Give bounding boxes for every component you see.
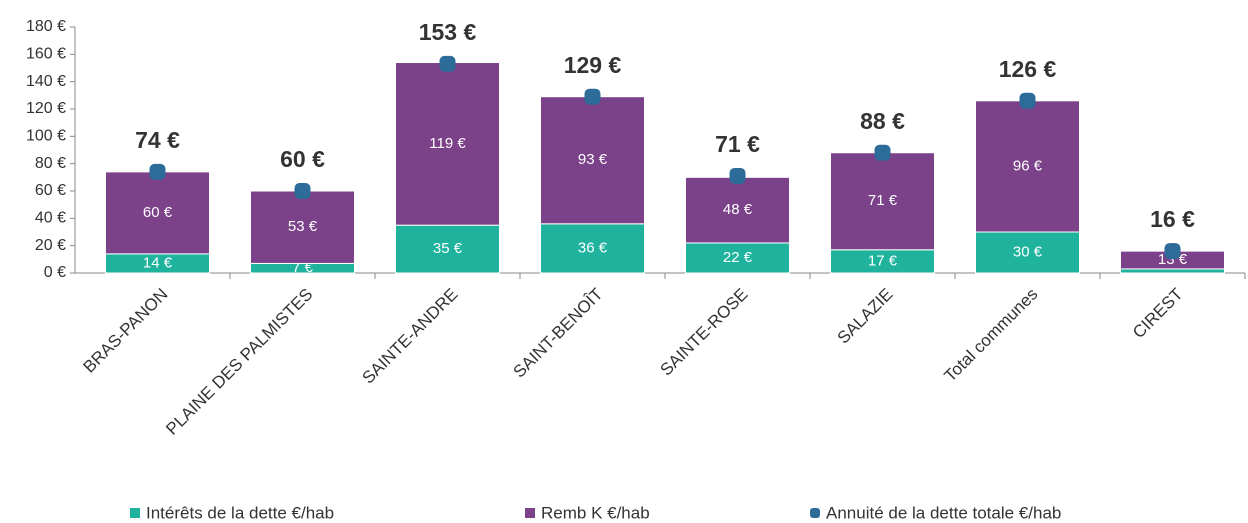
- x-tick-label: SALAZIE: [834, 285, 897, 348]
- total-label: 16 €: [1150, 206, 1195, 232]
- total-label: 71 €: [715, 131, 760, 157]
- bar-segment: [250, 190, 355, 264]
- bar-segment: [830, 152, 935, 251]
- y-tick-label: 140 €: [26, 73, 66, 90]
- x-tick-label: SAINTE-ROSE: [657, 285, 752, 380]
- y-tick-label: 0 €: [44, 264, 66, 281]
- bar-segment: [975, 100, 1080, 233]
- bar-segment: [395, 62, 500, 226]
- bar-segment: [1120, 268, 1225, 274]
- total-label: 126 €: [999, 56, 1057, 82]
- value-label: 60 €: [143, 204, 173, 221]
- total-label: 74 €: [135, 127, 180, 153]
- y-tick-label: 160 €: [26, 46, 66, 63]
- total-marker: [1019, 92, 1036, 109]
- y-tick-label: 120 €: [26, 100, 66, 117]
- y-tick-label: 80 €: [35, 155, 66, 172]
- y-tick-label: 60 €: [35, 182, 66, 199]
- value-label: 14 €: [143, 254, 173, 271]
- x-tick-label: SAINTE-ANDRE: [359, 285, 462, 388]
- value-label: 71 €: [868, 192, 898, 209]
- total-label: 60 €: [280, 146, 325, 172]
- total-label: 129 €: [564, 52, 622, 78]
- bar-segment: [395, 224, 500, 274]
- x-tick-label: PLAINE DES PALMISTES: [162, 285, 316, 439]
- bar-segment: [105, 171, 210, 255]
- value-label: 48 €: [723, 201, 753, 218]
- bar-segment: [685, 242, 790, 274]
- x-tick-label: SAINT-BENOÎT: [510, 285, 607, 382]
- value-label: 22 €: [723, 249, 753, 266]
- total-marker: [874, 144, 891, 161]
- legend-swatch: [525, 508, 535, 518]
- y-tick-label: 180 €: [26, 18, 66, 35]
- bar-segment: [540, 96, 645, 225]
- total-marker: [439, 55, 456, 72]
- total-marker: [584, 88, 601, 105]
- value-label: 35 €: [433, 240, 463, 257]
- legend-swatch: [130, 508, 140, 518]
- legend-label: Intérêts de la dette €/hab: [146, 503, 334, 522]
- total-label: 88 €: [860, 108, 905, 134]
- y-tick-label: 100 €: [26, 128, 66, 145]
- value-label: 30 €: [1013, 243, 1043, 260]
- legend-label: Remb K €/hab: [541, 503, 650, 522]
- y-tick-label: 40 €: [35, 210, 66, 227]
- x-tick-label: CIREST: [1129, 285, 1187, 343]
- value-label: 119 €: [429, 135, 466, 152]
- value-label: 17 €: [868, 252, 898, 269]
- x-tick-label: Total communes: [941, 285, 1042, 386]
- total-marker: [1164, 243, 1181, 260]
- y-tick-label: 20 €: [35, 237, 66, 254]
- total-marker: [149, 163, 166, 180]
- value-label: 36 €: [578, 239, 608, 256]
- total-label: 153 €: [419, 19, 477, 45]
- bar-segment: [685, 176, 790, 244]
- total-marker: [294, 183, 311, 199]
- x-tick-label: BRAS-PANON: [79, 285, 171, 377]
- value-label: 93 €: [578, 151, 608, 168]
- legend-swatch: [810, 508, 820, 518]
- value-label: 96 €: [1013, 157, 1043, 174]
- bar-segment: [540, 223, 645, 274]
- total-marker: [729, 167, 746, 184]
- legend-label: Annuité de la dette totale €/hab: [826, 503, 1061, 522]
- value-label: 53 €: [288, 218, 318, 235]
